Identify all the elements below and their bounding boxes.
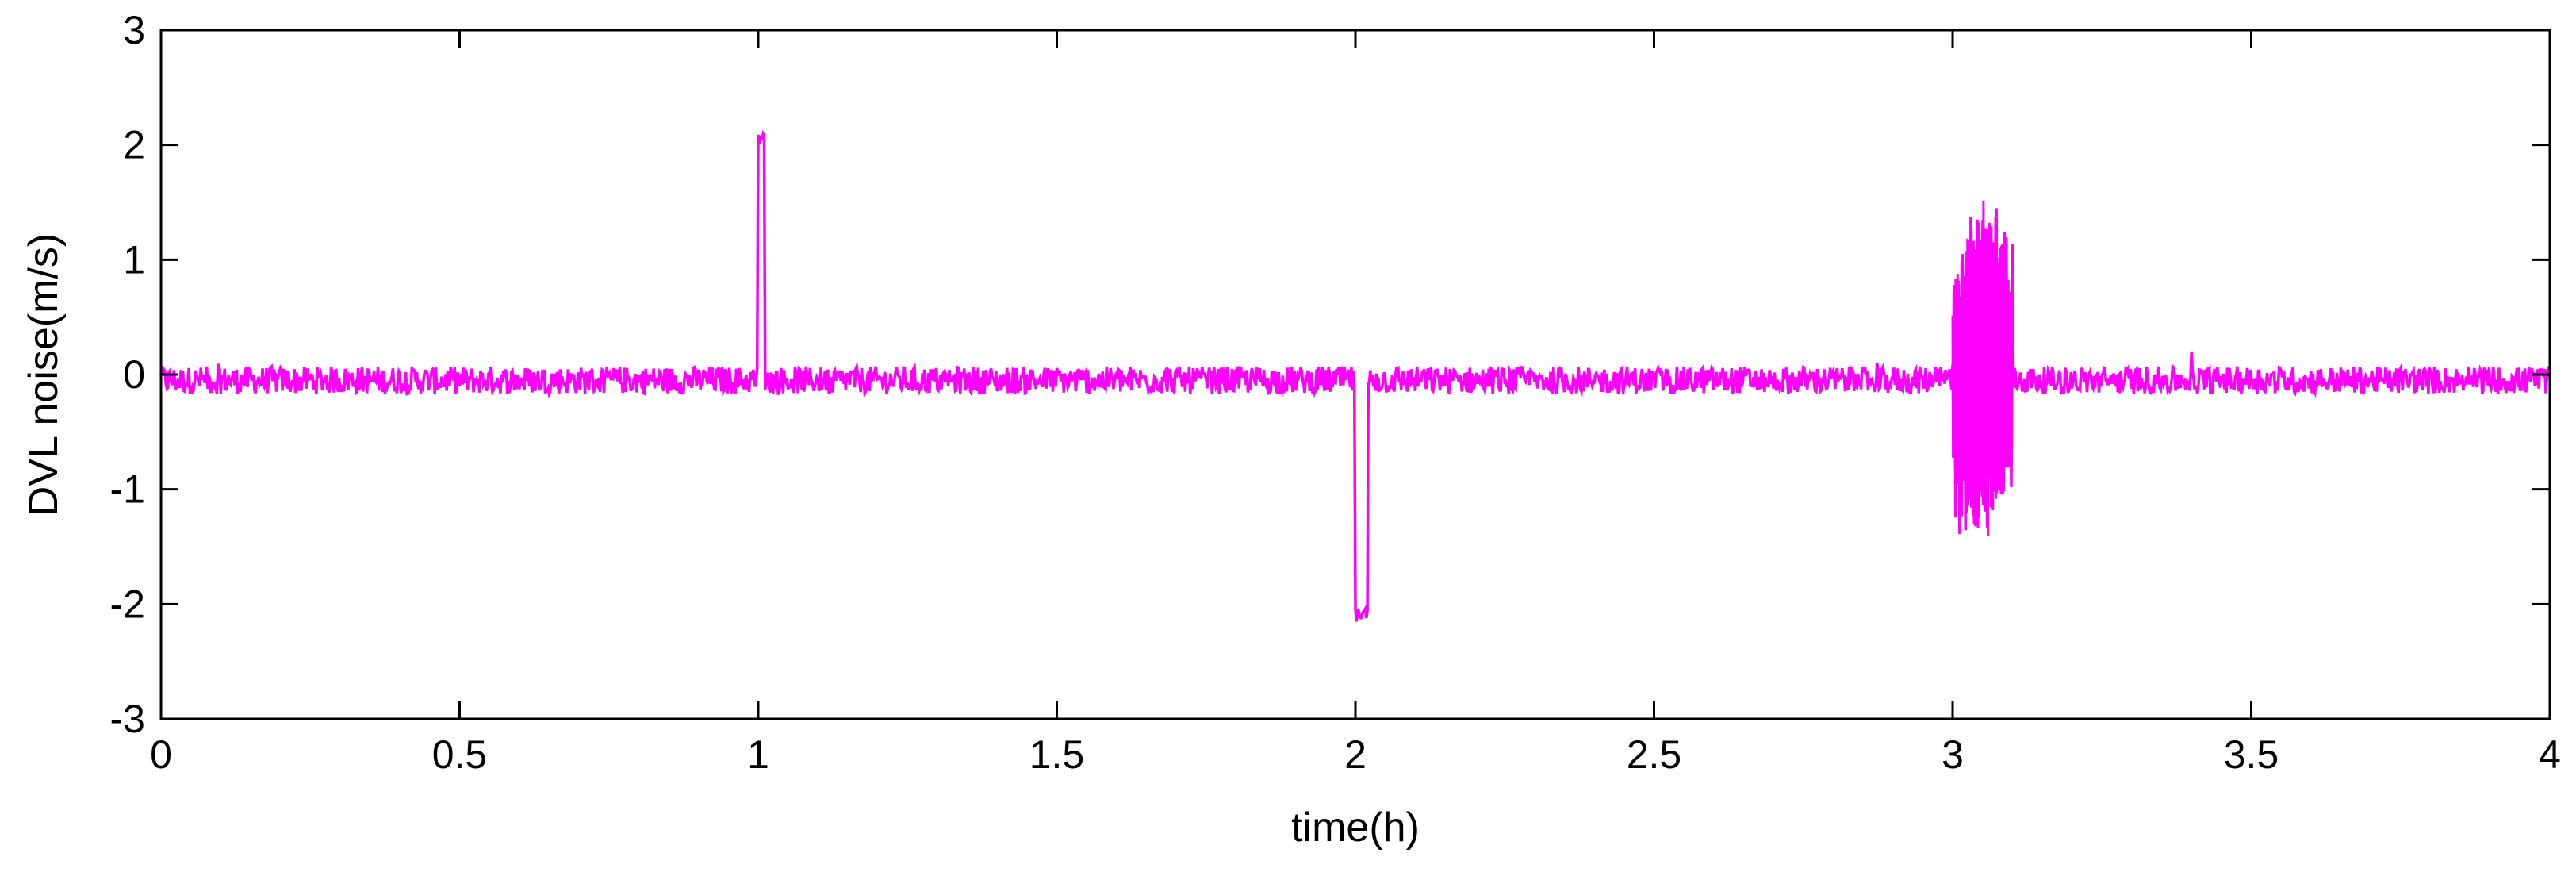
noise-series-line [159, 130, 2551, 622]
y-tick-label: -2 [110, 582, 145, 626]
y-tick-label: 1 [123, 237, 145, 282]
series-layer [159, 130, 2551, 622]
y-tick-label: -1 [110, 467, 145, 512]
burst-oscillation-line [1951, 200, 2014, 537]
tick-layer: 0 0.5 1 1.5 2 2.5 3 3.5 4 -3 -2 -1 0 1 2 3 [110, 8, 2561, 777]
x-tick-label: 2.5 [1627, 732, 1682, 777]
x-tick-label: 4 [2539, 732, 2561, 777]
y-axis-title: DVL noise(m/s) [21, 233, 67, 516]
x-tick-label: 0 [150, 732, 172, 777]
x-axis-title: time(h) [1291, 805, 1420, 851]
x-tick-label: 3.5 [2224, 732, 2279, 777]
x-tick-label: 1 [747, 732, 769, 777]
y-tick-label: 3 [123, 8, 145, 52]
y-tick-label: 0 [123, 352, 145, 397]
y-tick-label: -3 [110, 697, 145, 741]
x-tick-label: 2 [1344, 732, 1367, 777]
x-tick-label: 0.5 [432, 732, 488, 777]
x-tick-label: 3 [1942, 732, 1964, 777]
y-tick-label: 2 [123, 123, 145, 167]
x-tick-label: 1.5 [1029, 732, 1085, 777]
